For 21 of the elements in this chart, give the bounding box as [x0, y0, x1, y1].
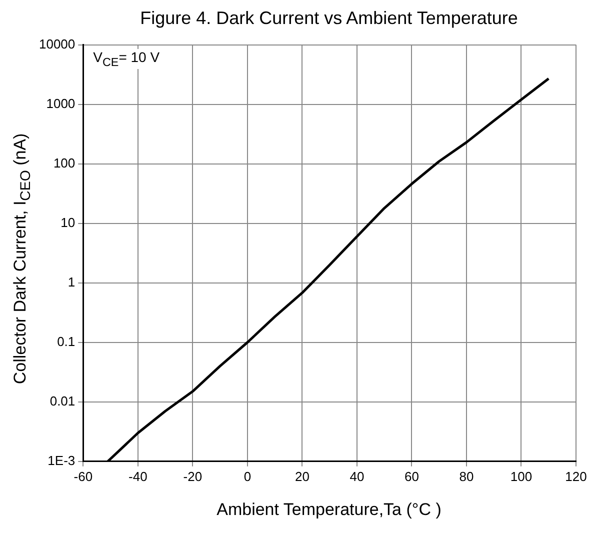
x-axis-title: Ambient Temperature,Ta (°C ): [216, 500, 442, 520]
x-tick-label: 40: [350, 468, 364, 484]
annotation: V$_{CE}$= 10 V: [91, 48, 162, 69]
y-tick-label: 1000: [46, 96, 76, 111]
x-tick-label: 0: [244, 468, 252, 484]
y-tick-label: 0.1: [57, 334, 76, 349]
x-tick-label: 100: [510, 468, 532, 484]
x-tick-label: 120: [565, 468, 587, 484]
y-tick-label: 1E-3: [48, 452, 76, 468]
chart-title: Figure 4. Dark Current vs Ambient Temperature: [139, 8, 519, 30]
y-tick-label: 10: [60, 214, 76, 230]
x-tick-label: 60: [404, 468, 419, 484]
x-tick-label: 20: [294, 468, 310, 484]
x-tick-label: -60: [74, 468, 93, 484]
x-tick-label: 80: [459, 468, 474, 484]
x-tick-label: -20: [183, 468, 202, 484]
y-tick-label: 100: [53, 155, 76, 170]
y-tick-label: 10000: [38, 36, 76, 52]
y-tick-label: 1: [68, 274, 76, 290]
x-tick-label: -40: [128, 468, 148, 484]
y-tick-label: 0.01: [50, 393, 76, 408]
